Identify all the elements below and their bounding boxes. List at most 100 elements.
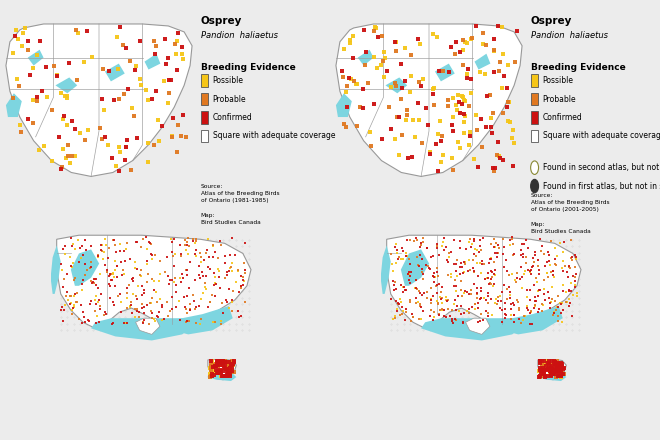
Point — [57, 145, 68, 152]
Polygon shape — [358, 50, 374, 66]
Point — [143, 97, 153, 104]
Point — [9, 33, 20, 40]
Point — [178, 275, 188, 282]
Point — [112, 274, 122, 281]
Point — [517, 253, 528, 260]
Point — [434, 68, 444, 75]
Point — [205, 299, 215, 306]
Point — [162, 272, 173, 279]
Point — [441, 296, 451, 303]
Point — [550, 307, 561, 314]
Text: Pandion  haliaetus: Pandion haliaetus — [531, 31, 608, 40]
Point — [546, 361, 557, 368]
Point — [116, 308, 127, 315]
Point — [218, 368, 229, 375]
Point — [406, 51, 416, 59]
Point — [447, 121, 457, 128]
Point — [100, 261, 110, 268]
Point — [479, 261, 490, 268]
Point — [28, 96, 39, 103]
Point — [208, 363, 218, 370]
Point — [127, 275, 137, 282]
Bar — [531, 93, 538, 105]
Point — [413, 100, 424, 107]
Text: Probable: Probable — [543, 95, 576, 103]
Point — [120, 143, 131, 150]
Point — [497, 23, 508, 30]
Point — [422, 245, 432, 252]
Point — [224, 304, 234, 311]
Point — [216, 368, 226, 375]
Point — [96, 290, 106, 297]
Point — [564, 262, 575, 269]
Point — [455, 48, 465, 55]
Point — [539, 361, 549, 368]
Point — [167, 306, 178, 313]
Point — [127, 291, 138, 298]
Point — [453, 92, 463, 99]
Point — [210, 274, 220, 281]
Point — [452, 138, 463, 145]
Point — [58, 317, 69, 324]
Point — [539, 371, 550, 378]
Point — [358, 104, 368, 111]
Point — [205, 266, 216, 273]
Point — [225, 364, 236, 371]
Point — [220, 359, 230, 366]
Point — [412, 285, 422, 292]
Point — [428, 253, 439, 260]
Point — [490, 165, 500, 172]
Point — [165, 76, 176, 83]
Point — [177, 51, 187, 58]
Bar — [201, 74, 208, 87]
Point — [508, 241, 519, 248]
Point — [439, 307, 449, 314]
Point — [446, 274, 457, 281]
Point — [218, 362, 228, 369]
Point — [227, 363, 238, 370]
Point — [475, 317, 486, 324]
Point — [114, 149, 125, 156]
Point — [196, 315, 207, 323]
Point — [486, 123, 496, 130]
Point — [414, 301, 425, 308]
Point — [110, 249, 121, 256]
Point — [132, 134, 143, 141]
Point — [205, 371, 215, 378]
Point — [546, 369, 557, 376]
Point — [99, 248, 110, 255]
Point — [498, 263, 509, 270]
Point — [494, 154, 505, 161]
Point — [476, 247, 486, 254]
Point — [236, 273, 246, 280]
Point — [525, 296, 535, 303]
Point — [337, 73, 348, 81]
Point — [492, 241, 503, 248]
Point — [438, 151, 449, 158]
Point — [135, 76, 146, 83]
Point — [423, 262, 434, 269]
Point — [525, 309, 535, 316]
Point — [560, 289, 571, 296]
Point — [459, 290, 469, 297]
Point — [170, 303, 181, 310]
Polygon shape — [145, 54, 160, 70]
Point — [412, 298, 423, 305]
Point — [182, 317, 192, 324]
Point — [152, 117, 163, 124]
Point — [570, 251, 580, 258]
Point — [387, 315, 398, 323]
Point — [112, 263, 122, 270]
Point — [556, 360, 566, 367]
Point — [486, 295, 496, 302]
Point — [67, 306, 78, 313]
Point — [429, 314, 440, 321]
Point — [521, 237, 531, 244]
Point — [47, 106, 57, 114]
Point — [554, 300, 565, 307]
Point — [396, 256, 407, 263]
Point — [185, 307, 195, 314]
Point — [220, 372, 231, 379]
Point — [119, 157, 130, 164]
Point — [209, 368, 219, 375]
